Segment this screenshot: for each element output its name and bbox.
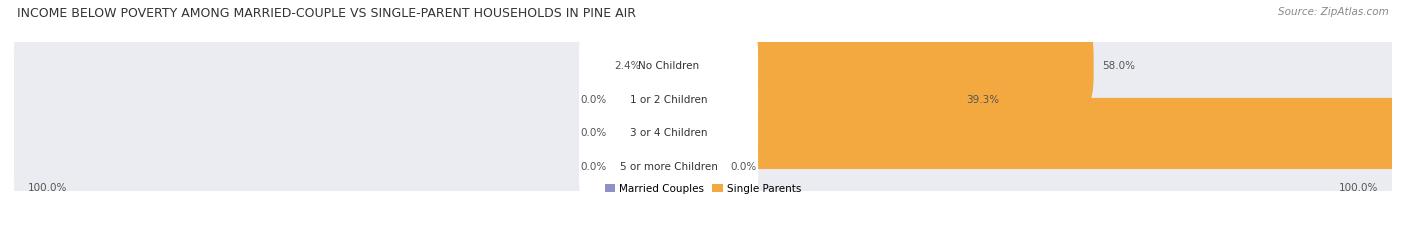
FancyBboxPatch shape <box>664 98 1398 169</box>
Text: INCOME BELOW POVERTY AMONG MARRIED-COUPLE VS SINGLE-PARENT HOUSEHOLDS IN PINE AI: INCOME BELOW POVERTY AMONG MARRIED-COUPL… <box>17 7 636 20</box>
FancyBboxPatch shape <box>14 84 1392 233</box>
Text: 2.4%: 2.4% <box>614 61 641 71</box>
Legend: Married Couples, Single Parents: Married Couples, Single Parents <box>600 179 806 198</box>
FancyBboxPatch shape <box>614 64 673 135</box>
FancyBboxPatch shape <box>579 124 758 211</box>
FancyBboxPatch shape <box>579 22 758 109</box>
Text: 0.0%: 0.0% <box>581 162 606 172</box>
FancyBboxPatch shape <box>664 132 723 203</box>
FancyBboxPatch shape <box>579 56 758 143</box>
Text: Source: ZipAtlas.com: Source: ZipAtlas.com <box>1278 7 1389 17</box>
Text: 58.0%: 58.0% <box>1102 61 1135 71</box>
FancyBboxPatch shape <box>614 98 673 169</box>
Text: 100.0%: 100.0% <box>28 183 67 193</box>
Text: No Children: No Children <box>638 61 699 71</box>
FancyBboxPatch shape <box>14 17 1392 183</box>
Text: 3 or 4 Children: 3 or 4 Children <box>630 128 707 138</box>
FancyBboxPatch shape <box>614 132 673 203</box>
FancyBboxPatch shape <box>14 0 1392 149</box>
Text: 0.0%: 0.0% <box>731 162 756 172</box>
FancyBboxPatch shape <box>14 50 1392 216</box>
Text: 5 or more Children: 5 or more Children <box>620 162 717 172</box>
Text: 39.3%: 39.3% <box>966 95 1000 105</box>
Text: 0.0%: 0.0% <box>581 128 606 138</box>
FancyBboxPatch shape <box>650 30 673 101</box>
Text: 100.0%: 100.0% <box>1339 183 1378 193</box>
FancyBboxPatch shape <box>579 90 758 177</box>
Text: 0.0%: 0.0% <box>581 95 606 105</box>
Text: 1 or 2 Children: 1 or 2 Children <box>630 95 707 105</box>
FancyBboxPatch shape <box>664 30 1094 101</box>
FancyBboxPatch shape <box>664 64 959 135</box>
